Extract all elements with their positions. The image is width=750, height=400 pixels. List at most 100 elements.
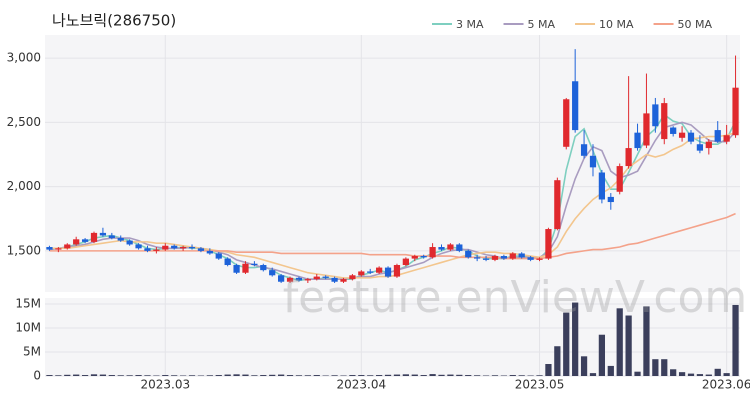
candle-body: [358, 271, 365, 276]
candle-body: [349, 275, 356, 280]
candle-body: [536, 258, 543, 260]
candle-body: [714, 130, 721, 142]
candle-body: [304, 279, 311, 281]
volume-bar: [643, 306, 650, 376]
volume-bar: [135, 375, 142, 376]
candle-body: [687, 132, 695, 142]
candle-body: [589, 155, 597, 168]
volume-bar: [634, 371, 641, 376]
candle-body: [438, 247, 445, 250]
candle-body: [233, 265, 240, 273]
volume-bar: [607, 365, 614, 376]
candle-body: [188, 247, 196, 249]
volume-bar: [714, 368, 721, 376]
candle-body: [678, 132, 686, 138]
candle-body: [117, 238, 124, 241]
legend-label: 5 MA: [528, 18, 556, 31]
candle-body: [634, 132, 641, 149]
volume-bar: [269, 374, 276, 376]
volume-bar: [358, 375, 365, 376]
watermark: feature.enViewV.com: [283, 272, 748, 323]
candle-body: [90, 232, 98, 242]
volume-bar: [55, 375, 62, 376]
candle-body: [269, 270, 276, 276]
candle-body: [153, 249, 160, 251]
volume-bar: [81, 375, 89, 376]
candle-body: [384, 267, 392, 277]
candle-body: [251, 263, 258, 266]
volume-bar: [251, 375, 258, 376]
candle-body: [500, 256, 507, 259]
volume-bar: [616, 308, 623, 376]
candle-body: [340, 279, 347, 282]
candle-body: [64, 244, 71, 249]
volume-bar: [108, 375, 115, 376]
candle-body: [322, 276, 329, 278]
ma-line: [49, 212, 736, 260]
candle-body: [732, 87, 739, 136]
candle-body: [313, 276, 320, 280]
chart-title: 나노브릭(286750): [52, 12, 176, 30]
candle-body: [527, 257, 534, 260]
candle-body: [474, 257, 481, 259]
candle-body: [580, 144, 588, 156]
volume-bar: [732, 304, 739, 376]
candle-body: [598, 172, 606, 200]
candle-body: [99, 232, 107, 236]
volume-bar: [491, 375, 499, 376]
volume-bar: [545, 364, 552, 376]
candle-body: [420, 256, 427, 258]
volume-bar: [705, 374, 712, 376]
candle-body: [607, 196, 614, 203]
candle-body: [705, 141, 712, 149]
x-tick-label: 2023.04: [337, 378, 387, 392]
volume-bar: [384, 374, 392, 376]
volume-bar: [572, 302, 579, 376]
candle-body: [242, 263, 249, 273]
candle-body: [545, 229, 552, 259]
volume-bar: [331, 375, 338, 376]
volume-bar: [474, 375, 481, 376]
candle-body: [135, 244, 142, 249]
candle-body: [429, 247, 436, 258]
candle-body: [126, 240, 133, 245]
volume-bar: [46, 375, 53, 376]
candle-body: [447, 244, 454, 250]
volume-bar: [723, 373, 730, 376]
candle-body: [376, 267, 383, 273]
volume-bar: [509, 375, 516, 376]
volume-bar: [90, 374, 98, 376]
volume-bar: [456, 374, 463, 376]
candle-body: [81, 239, 89, 242]
candle-body: [144, 248, 151, 251]
candle-body: [278, 275, 285, 282]
volume-bar: [313, 375, 320, 376]
volume-bar: [144, 375, 151, 376]
candle-body: [46, 247, 53, 250]
volume-bar: [215, 375, 222, 376]
legend-label: 50 MA: [678, 18, 713, 31]
candle-body: [696, 144, 704, 151]
volume-bar: [393, 374, 401, 376]
candle-body: [616, 166, 623, 192]
candle-body: [625, 148, 632, 167]
volume-bar: [162, 375, 169, 376]
candle-body: [572, 81, 579, 131]
volume-bar: [687, 373, 695, 376]
volume-bar: [242, 374, 249, 376]
volume-bar: [554, 346, 561, 376]
x-tick-label: 2023.03: [140, 378, 190, 392]
candle-body: [331, 277, 338, 282]
y-tick-label: 1,500: [7, 243, 41, 257]
candle-body: [509, 253, 516, 259]
volume-bar: [447, 374, 454, 376]
candle-body: [367, 271, 374, 273]
candle-body: [286, 277, 294, 282]
candle-body: [661, 103, 668, 140]
y-tick-label: 5M: [23, 345, 41, 359]
candle-body: [411, 256, 418, 259]
volume-bar: [429, 374, 436, 376]
volume-bar: [661, 359, 668, 376]
candle-body: [670, 127, 677, 134]
